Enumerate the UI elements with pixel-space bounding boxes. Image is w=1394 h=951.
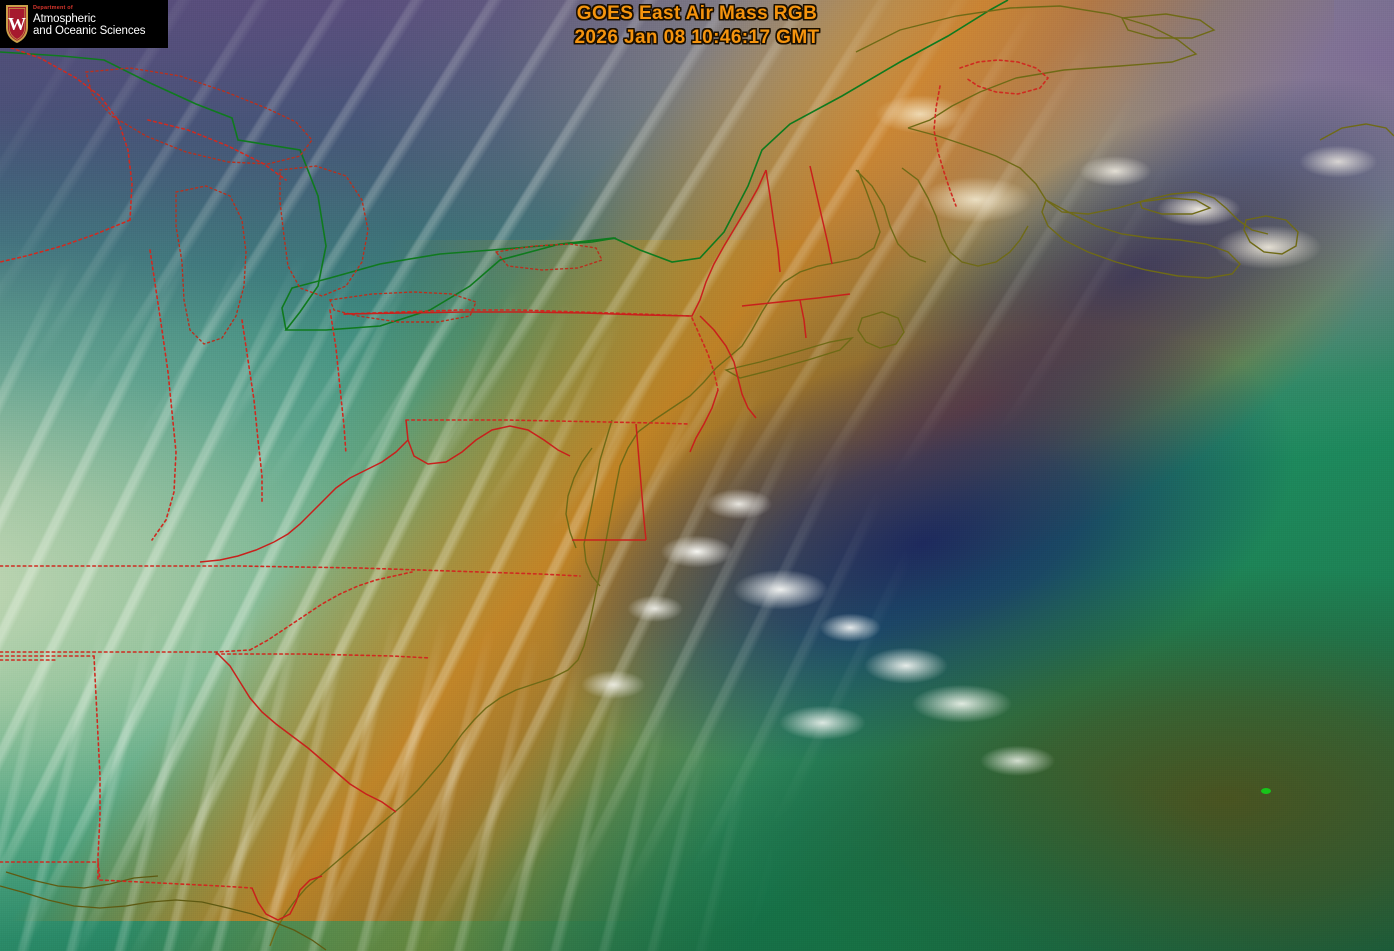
state-border-fl-ga-east [251, 875, 323, 921]
state-border-ny-vt-nh [723, 169, 767, 247]
state-border-ga-sc-tn [215, 653, 431, 659]
chesapeake-bay [583, 419, 613, 587]
georgia-florida-coast [269, 815, 391, 947]
dept-line-1: Department of [33, 5, 73, 11]
gulf-coast-inner [5, 871, 159, 889]
uw-crest-icon: W [6, 5, 28, 43]
lake-ontario [494, 243, 603, 271]
state-border-pa-nj [691, 317, 719, 391]
state-border-vt-nh [765, 169, 781, 273]
great-lakes-border-segment [281, 237, 617, 331]
state-border-oh-pa [329, 309, 347, 455]
dept-line-2: Atmospheric [33, 12, 96, 25]
state-border-ny-nj [699, 315, 757, 419]
new-brunswick-coast [901, 167, 1029, 267]
state-border-nh-me [809, 165, 833, 265]
lake-superior [85, 67, 313, 165]
state-border-wi-mi [147, 119, 287, 181]
new-england-coast [715, 169, 881, 369]
chesapeake-bay-west [565, 447, 593, 549]
state-border-fl-ga [0, 861, 253, 889]
state-border-mn-wi [0, 43, 133, 221]
long-island [724, 336, 855, 379]
cape-breton [1243, 215, 1299, 255]
dept-line-3: and Oceanic Sciences [33, 25, 146, 38]
cape-cod [857, 311, 905, 349]
state-border-wi-il [0, 219, 131, 263]
newfoundland-coast [1319, 123, 1394, 141]
us-canada-border [0, 0, 1009, 331]
carolina-coast [389, 591, 597, 817]
state-border-nj-de [689, 389, 719, 453]
state-border-pa-ny-solid [343, 245, 725, 317]
uw-madison-logo-banner: W Department of Atmospheric and Oceanic … [0, 0, 168, 48]
st-lawrence-north-shore [855, 5, 1198, 129]
lake-michigan [175, 185, 247, 345]
state-border-va-nc-line [199, 541, 275, 563]
state-border-il-in [149, 249, 177, 541]
province-border-qc-nb [933, 85, 957, 207]
state-border-in-oh [241, 319, 263, 505]
nova-scotia [1041, 198, 1241, 279]
state-border-pa-ny [343, 309, 691, 317]
state-border-wv-va [273, 439, 409, 543]
state-border-ma-ct [741, 293, 851, 307]
gulf-of-st-lawrence-coast [907, 127, 1269, 235]
department-wordmark: Department of Atmospheric and Oceanic Sc… [33, 5, 146, 38]
chesapeake-delmarva [595, 367, 717, 593]
anticosti-island [1120, 13, 1216, 39]
lake-erie [329, 291, 477, 323]
prince-edward-island [1139, 197, 1212, 215]
state-border-ky-tn [0, 649, 251, 653]
state-border-md-wv [405, 419, 571, 465]
province-border-on-qc [959, 59, 1050, 95]
svg-text:W: W [8, 14, 26, 34]
state-border-al-ga [93, 655, 101, 881]
state-border-va-nc [0, 565, 581, 577]
maine-nb-coast [855, 169, 927, 263]
bermuda-island-marker [1261, 788, 1271, 794]
state-border-ct-ri [799, 299, 807, 339]
state-border-nc-sc [215, 651, 397, 813]
state-border-pa-md [405, 419, 691, 425]
gulf-coast [0, 885, 327, 951]
state-border-nc-tn [249, 571, 413, 651]
state-border-md-de [635, 423, 647, 541]
